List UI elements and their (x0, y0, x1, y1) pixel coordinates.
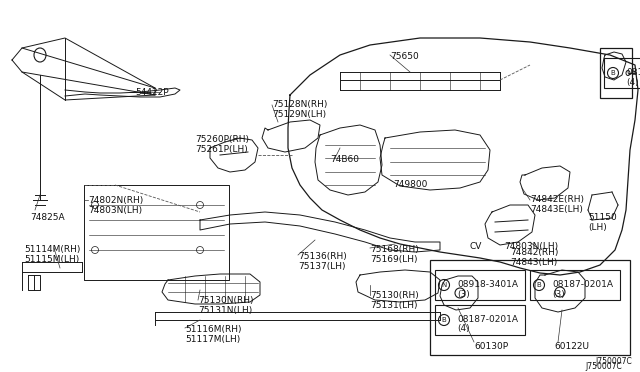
Text: (4): (4) (457, 324, 470, 334)
Bar (530, 270, 620, 300)
Text: N: N (442, 282, 447, 288)
Text: (4): (4) (626, 77, 639, 87)
Text: 749800: 749800 (393, 180, 428, 189)
Text: 51114M(RH): 51114M(RH) (24, 245, 81, 254)
Text: B: B (442, 317, 446, 323)
Text: (LH): (LH) (588, 223, 607, 232)
Bar (435, 270, 525, 300)
Text: 75131N(LH): 75131N(LH) (198, 306, 252, 315)
Text: 08918-3401A: 08918-3401A (457, 280, 518, 289)
Text: B: B (611, 70, 616, 76)
Text: 75169(LH): 75169(LH) (370, 255, 417, 264)
Text: 75130(RH): 75130(RH) (370, 291, 419, 300)
Text: 75261P(LH): 75261P(LH) (195, 145, 248, 154)
Text: J750007C: J750007C (585, 362, 622, 371)
Text: 74B60: 74B60 (330, 155, 359, 164)
Bar (430, 260, 630, 355)
Text: 75131(LH): 75131(LH) (370, 301, 417, 310)
Text: 75260P(RH): 75260P(RH) (195, 135, 249, 144)
Text: CV: CV (470, 242, 483, 251)
Text: 74843(LH): 74843(LH) (510, 258, 557, 267)
Text: 75129N(LH): 75129N(LH) (272, 110, 326, 119)
Text: 74825A: 74825A (30, 213, 65, 222)
Text: 74803N(LH): 74803N(LH) (88, 206, 142, 215)
Text: 75136(RH): 75136(RH) (298, 252, 347, 261)
Text: 74803N(LH): 74803N(LH) (504, 242, 558, 251)
Text: 08187-0201A: 08187-0201A (457, 315, 518, 324)
Text: 08187-0201A: 08187-0201A (626, 68, 640, 77)
Text: 74843E(LH): 74843E(LH) (530, 205, 583, 214)
Text: 60122U: 60122U (554, 342, 589, 351)
Text: 75137(LH): 75137(LH) (298, 262, 346, 271)
Text: 08187-0201A: 08187-0201A (552, 280, 613, 289)
Text: (3): (3) (457, 289, 470, 298)
Text: 75168(RH): 75168(RH) (370, 245, 419, 254)
Text: 51115M(LH): 51115M(LH) (24, 255, 79, 264)
Text: 74802N(RH): 74802N(RH) (88, 196, 143, 205)
Text: 51150: 51150 (588, 213, 617, 222)
Bar (435, 305, 525, 335)
Text: 75650: 75650 (390, 52, 419, 61)
Text: 51116M(RH): 51116M(RH) (185, 325, 241, 334)
Text: 75128N(RH): 75128N(RH) (272, 100, 328, 109)
Bar (600, 48, 632, 98)
Text: 54422P: 54422P (135, 88, 168, 97)
Text: 51117M(LH): 51117M(LH) (185, 335, 240, 344)
Text: B: B (536, 282, 541, 288)
Text: 75130N(RH): 75130N(RH) (198, 296, 253, 305)
Text: 74842(RH): 74842(RH) (510, 248, 558, 257)
Text: (3): (3) (552, 289, 564, 298)
Text: 60130P: 60130P (474, 342, 508, 351)
Text: 74842E(RH): 74842E(RH) (530, 195, 584, 204)
Text: J750007C: J750007C (595, 357, 632, 366)
Bar (604, 58, 640, 88)
